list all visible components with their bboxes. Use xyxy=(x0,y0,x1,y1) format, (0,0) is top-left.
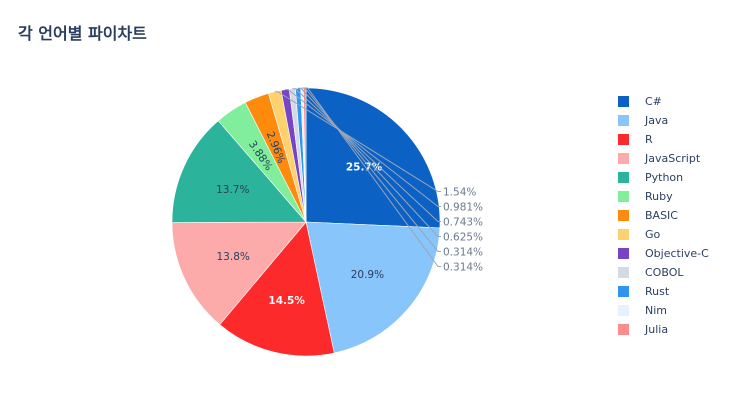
legend-label-ruby: Ruby xyxy=(645,190,673,203)
leader-line-go xyxy=(274,91,441,192)
slice-label-rust: 0.625% xyxy=(443,232,483,244)
legend-label-c-: C# xyxy=(645,95,662,108)
legend-label-julia: Julia xyxy=(645,323,669,336)
legend-label-r: R xyxy=(645,133,653,146)
legend-label-cobol: COBOL xyxy=(645,266,684,279)
leader-line-objective-c xyxy=(285,89,441,207)
legend-item-nim[interactable]: Nim xyxy=(618,301,709,320)
pie-slice-java[interactable] xyxy=(305,221,441,354)
legend-label-objective-c: Objective-C xyxy=(645,247,709,260)
legend-item-javascript[interactable]: JavaScript xyxy=(618,149,709,168)
legend-swatch-basic xyxy=(618,210,629,221)
pie-slice-r[interactable] xyxy=(219,221,335,357)
slice-label-python: 13.7% xyxy=(216,184,249,196)
slice-label-java: 20.9% xyxy=(351,269,384,281)
legend-swatch-rust xyxy=(618,286,629,297)
leader-line-rust xyxy=(298,87,441,237)
legend-swatch-python xyxy=(618,172,629,183)
legend-label-nim: Nim xyxy=(645,304,667,317)
slice-label-julia: 0.314% xyxy=(443,262,483,274)
legend-label-python: Python xyxy=(645,171,684,184)
legend-item-basic[interactable]: BASIC xyxy=(618,206,709,225)
slice-label-objective-c: 0.981% xyxy=(443,202,483,214)
legend-item-r[interactable]: R xyxy=(618,130,709,149)
legend-swatch-cobol xyxy=(618,267,629,278)
pie-slice-javascript[interactable] xyxy=(171,221,307,325)
chart-title: 각 언어별 파이차트 xyxy=(18,24,147,43)
slice-label-c-: 25.7% xyxy=(346,161,383,173)
leader-line-cobol xyxy=(292,88,441,222)
legend-item-cobol[interactable]: COBOL xyxy=(618,263,709,282)
legend-item-python[interactable]: Python xyxy=(618,168,709,187)
legend-label-basic: BASIC xyxy=(645,209,678,222)
legend-item-objective-c[interactable]: Objective-C xyxy=(618,244,709,263)
legend-label-go: Go xyxy=(645,228,661,241)
legend-swatch-go xyxy=(618,229,629,240)
legend-swatch-julia xyxy=(618,324,629,335)
legend-swatch-c- xyxy=(618,96,629,107)
slice-label-cobol: 0.743% xyxy=(443,217,483,229)
legend-item-c-[interactable]: C# xyxy=(618,92,709,111)
legend-swatch-javascript xyxy=(618,153,629,164)
legend-label-java: Java xyxy=(645,114,669,127)
slice-label-nim: 0.314% xyxy=(443,247,483,259)
legend-label-javascript: JavaScript xyxy=(645,152,701,165)
slice-label-r: 14.5% xyxy=(268,295,305,307)
legend-item-ruby[interactable]: Ruby xyxy=(618,187,709,206)
legend-item-go[interactable]: Go xyxy=(618,225,709,244)
legend-swatch-nim xyxy=(618,305,629,316)
legend-swatch-objective-c xyxy=(618,248,629,259)
pie-slice-python[interactable] xyxy=(171,120,307,223)
legend-swatch-ruby xyxy=(618,191,629,202)
legend-swatch-r xyxy=(618,134,629,145)
legend-label-rust: Rust xyxy=(645,285,670,298)
legend-item-rust[interactable]: Rust xyxy=(618,282,709,301)
leader-line-julia xyxy=(304,87,441,267)
legend-item-java[interactable]: Java xyxy=(618,111,709,130)
legend-item-julia[interactable]: Julia xyxy=(618,320,709,339)
pie-slice-c-[interactable] xyxy=(305,87,441,229)
slice-label-go: 1.54% xyxy=(443,187,476,199)
legend: C# Java R JavaScript Python Ruby BASIC Go Object… xyxy=(618,92,709,339)
slice-label-javascript: 13.8% xyxy=(217,251,250,263)
legend-swatch-java xyxy=(618,115,629,126)
leader-line-nim xyxy=(302,87,441,252)
